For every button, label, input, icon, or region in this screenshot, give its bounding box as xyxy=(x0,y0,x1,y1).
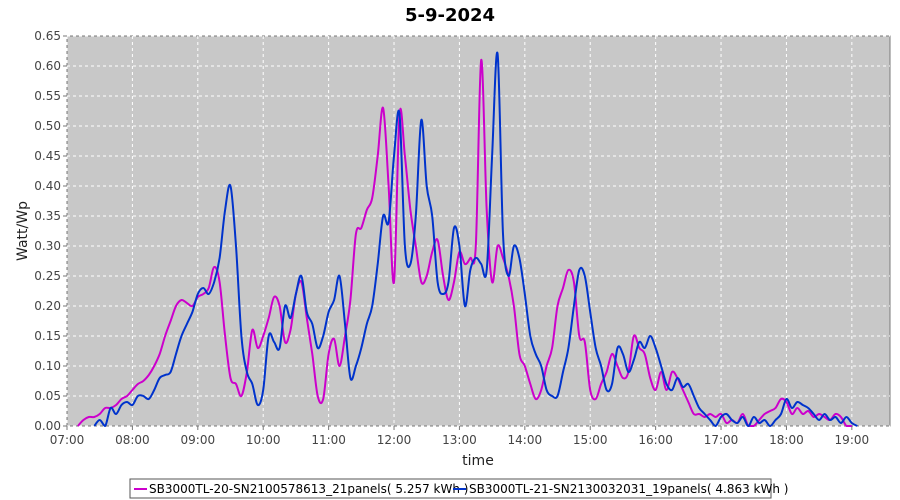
legend-box xyxy=(129,478,772,499)
y-tick-label: 0.20 xyxy=(34,299,61,313)
x-tick-label: 18:00 xyxy=(769,433,804,447)
y-tick-label: 0.65 xyxy=(34,29,61,43)
gridlines xyxy=(66,35,890,427)
y-tick-label: 0.25 xyxy=(34,269,61,283)
y-tick-label: 0.00 xyxy=(34,419,61,433)
series-layer xyxy=(77,51,858,427)
y-tick-label: 0.50 xyxy=(34,119,61,133)
x-tick-label: 09:00 xyxy=(181,433,216,447)
y-tick-label: 0.40 xyxy=(34,179,61,193)
y-tick-label: 0.35 xyxy=(34,209,61,223)
y-tick-label: 0.30 xyxy=(34,239,61,253)
x-tick-label: 12:00 xyxy=(377,433,412,447)
x-tick-label: 15:00 xyxy=(573,433,608,447)
y-tick-label: 0.60 xyxy=(34,59,61,73)
y-tick-label: 0.15 xyxy=(34,329,61,343)
series-line-1 xyxy=(77,58,852,427)
y-tick-label: 0.55 xyxy=(34,89,61,103)
plot-area xyxy=(66,35,891,427)
y-axis-ticks: 0.00 0.05 0.10 0.15 0.20 0.25 0.30 0.35 0.40 0.45… xyxy=(34,29,67,433)
legend-label-2: SB3000TL-21-SN2130032031_19panels( 4.863… xyxy=(469,482,788,496)
x-tick-label: 13:00 xyxy=(442,433,477,447)
x-tick-label: 19:00 xyxy=(835,433,870,447)
y-tick-label: 0.10 xyxy=(34,359,61,373)
y-tick-label: 0.05 xyxy=(34,389,61,403)
chart-title: 5-9-2024 xyxy=(405,5,495,26)
x-tick-label: 11:00 xyxy=(311,433,346,447)
x-tick-label: 10:00 xyxy=(246,433,281,447)
series-line-2 xyxy=(93,51,858,427)
x-tick-label: 16:00 xyxy=(638,433,673,447)
x-axis-ticks: 07:00 08:00 09:00 10:00 11:00 12:00 13:00 14:00… xyxy=(50,426,869,447)
y-axis-label: Watt/Wp xyxy=(15,201,31,261)
x-tick-label: 14:00 xyxy=(508,433,543,447)
x-axis-label: time xyxy=(462,453,494,469)
x-tick-label: 07:00 xyxy=(50,433,85,447)
legend: SB3000TL-20-SN2100578613_21panels( 5.257… xyxy=(129,478,788,499)
y-tick-label: 0.45 xyxy=(34,149,61,163)
x-tick-label: 08:00 xyxy=(115,433,150,447)
legend-label-1: SB3000TL-20-SN2100578613_21panels( 5.257… xyxy=(149,482,468,496)
x-tick-label: 17:00 xyxy=(704,433,739,447)
